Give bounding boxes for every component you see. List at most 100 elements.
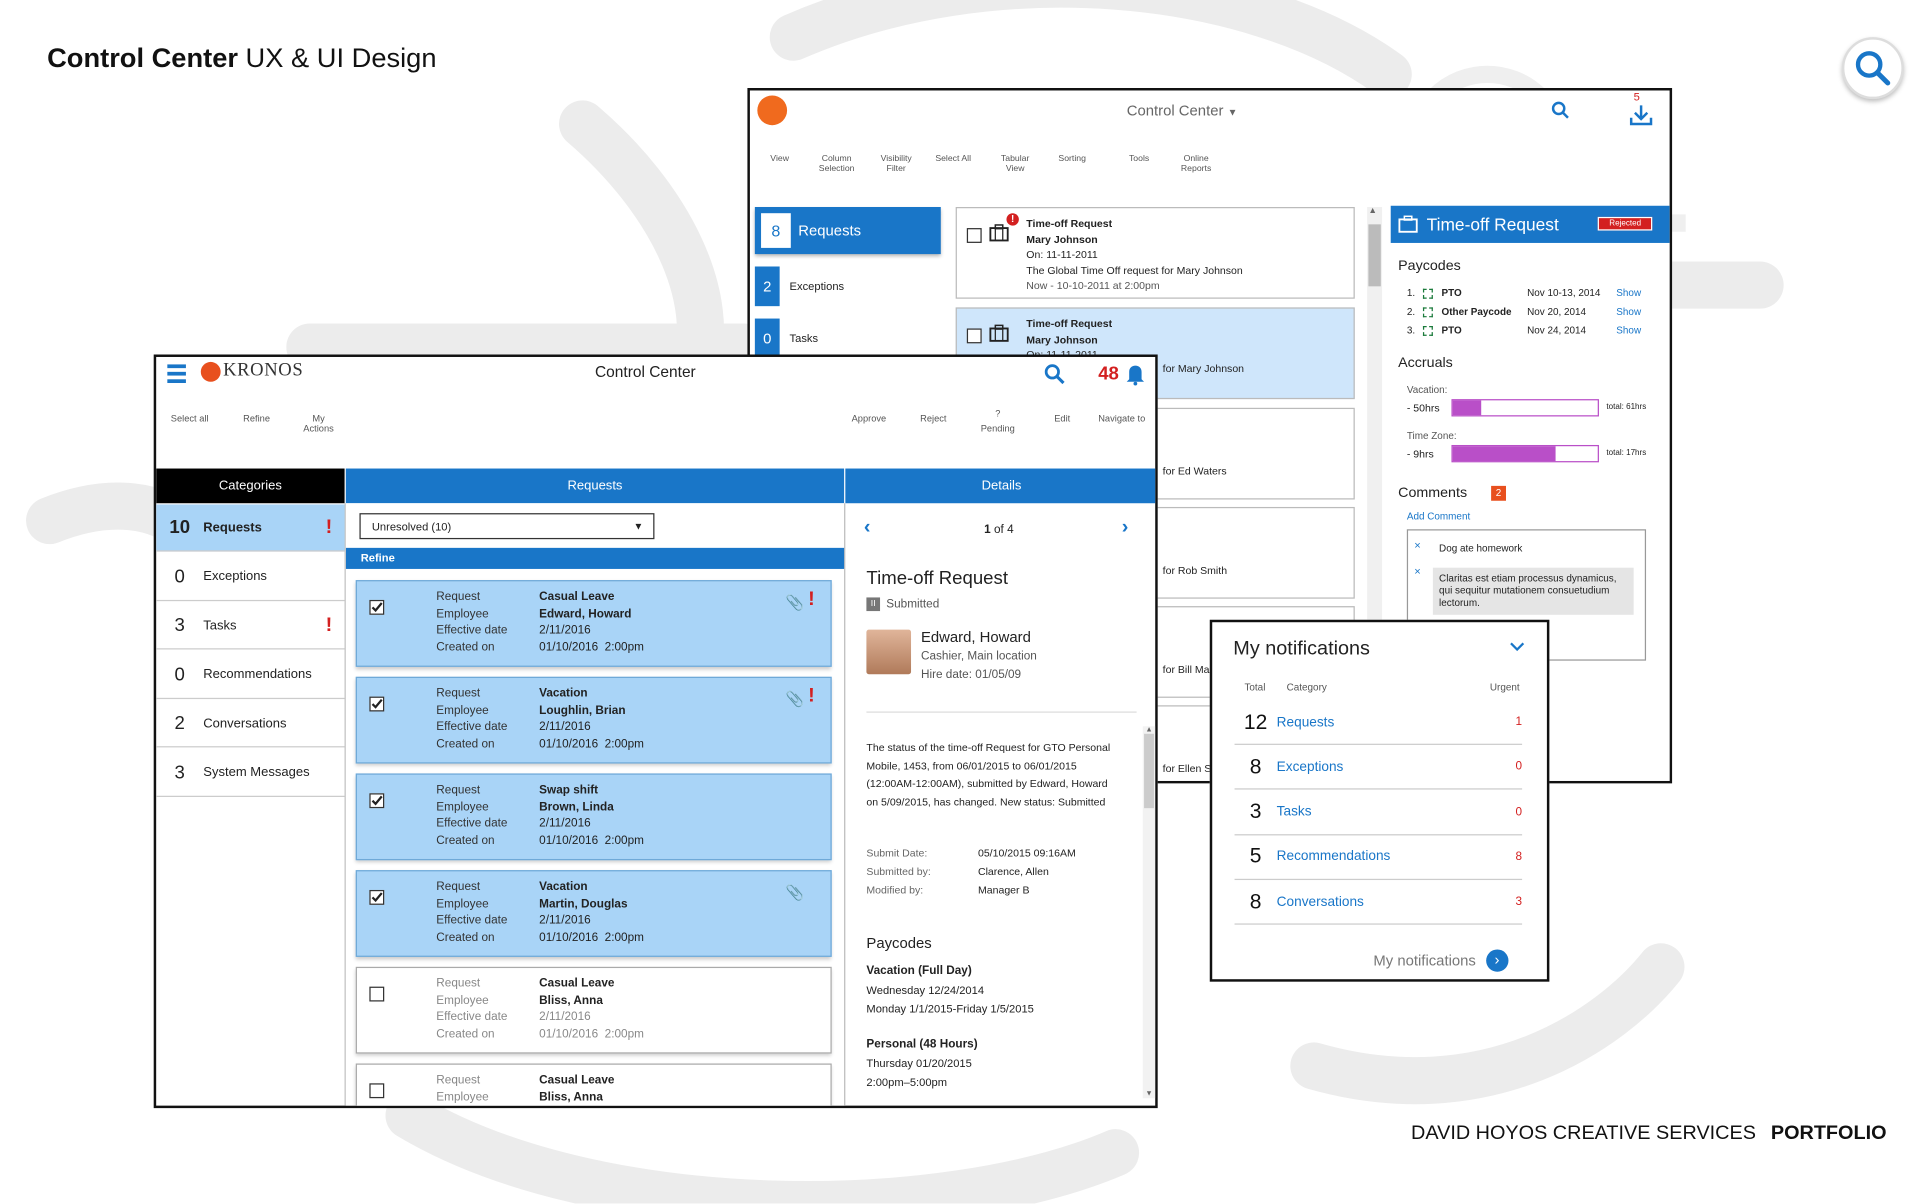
toolbar-label: View — [770, 154, 789, 164]
scrollbar[interactable]: ▲ — [1367, 206, 1383, 629]
category-item[interactable]: 0 Exceptions — [156, 553, 345, 601]
request-checkbox[interactable] — [369, 986, 385, 1002]
category-item[interactable]: 0 Recommendations — [156, 651, 345, 699]
pending-button[interactable]: ? Pending — [969, 408, 1026, 434]
prev-icon[interactable]: ‹ — [863, 516, 871, 538]
request-checkbox[interactable] — [369, 889, 385, 905]
request-checkbox[interactable] — [369, 793, 385, 809]
request-card[interactable]: Request Employee Effective date Created on S… — [355, 773, 832, 861]
request-checkbox[interactable] — [369, 696, 385, 712]
request-checkbox[interactable] — [369, 1083, 385, 1099]
item-checkbox[interactable] — [966, 228, 982, 243]
toolbar-label: Tools — [1128, 154, 1150, 164]
kronos-logo: KRONOS — [200, 361, 303, 382]
category-label: Tasks — [789, 332, 819, 345]
notification-row[interactable]: 5 Recommendations 8 — [1234, 835, 1523, 880]
approve-button[interactable]: Approve — [840, 409, 897, 424]
show-link[interactable]: Show — [1616, 306, 1642, 318]
reject-button[interactable]: Reject — [905, 409, 962, 424]
item-checkbox[interactable] — [966, 328, 982, 344]
field-label: Request — [436, 590, 481, 604]
filter-select[interactable]: Unresolved (10) ▼ — [359, 513, 655, 540]
scrollbar[interactable]: ▲ ▼ — [1142, 726, 1156, 1099]
pause-icon: II — [866, 597, 881, 612]
urgent-icon: ! — [808, 685, 815, 707]
navigate-button[interactable]: Navigate to — [1093, 409, 1150, 424]
notification-urgent: 1 — [1515, 715, 1523, 729]
view-button[interactable]: View — [752, 150, 807, 165]
accruals-heading: Accruals — [1398, 355, 1453, 371]
category-requests[interactable]: 8 Requests — [754, 206, 941, 255]
arrow-right-icon: › — [1485, 949, 1509, 972]
my-actions-button[interactable]: My Actions — [293, 409, 345, 434]
refine-button[interactable]: Refine — [231, 409, 283, 424]
next-icon[interactable]: › — [1121, 516, 1129, 538]
show-link[interactable]: Show — [1616, 324, 1642, 336]
scrollbar-thumb[interactable] — [1368, 224, 1381, 287]
online-reports-button[interactable]: Online Reports — [1169, 150, 1224, 175]
notification-row[interactable]: 12 Requests 1 — [1234, 700, 1523, 745]
attachment-icon: 📎 — [785, 593, 805, 612]
edit-button[interactable]: Edit — [1034, 409, 1091, 424]
notification-urgent: 3 — [1515, 895, 1523, 909]
request-card[interactable]: Request Employee Effective date Created on V… — [355, 676, 832, 764]
tabular-view-button[interactable]: Tabular View — [988, 150, 1043, 175]
notification-row[interactable]: 8 Exceptions 0 — [1234, 745, 1523, 790]
list-item[interactable]: ! Time-off Request Mary Johnson On: 11-1… — [955, 206, 1355, 299]
category-exceptions[interactable]: 2 Exceptions — [754, 264, 941, 309]
search-icon[interactable] — [1044, 363, 1066, 385]
category-tasks[interactable]: 0 Tasks — [754, 316, 941, 361]
paycode-line: 2:00pm–5:00pm — [866, 1075, 948, 1089]
visibility-filter-button[interactable]: Visibility Filter — [869, 150, 924, 175]
delete-comment-icon[interactable]: × — [1414, 565, 1421, 578]
item-name: Mary Johnson — [1026, 332, 1098, 346]
notifications-footer-link[interactable]: My notifications › — [1373, 949, 1509, 972]
request-employee: Bliss, Anna — [539, 993, 603, 1008]
request-card[interactable]: Request Employee Effective date Created on V… — [355, 870, 832, 957]
col-urgent: Urgent — [1489, 681, 1520, 693]
paycode-date: Nov 24, 2014 — [1527, 324, 1587, 336]
logo-mark — [200, 361, 221, 382]
category-item[interactable]: 3 System Messages — [156, 749, 345, 797]
tools-button[interactable]: Tools — [1112, 150, 1167, 165]
item-description: for Ellen S — [1162, 762, 1212, 775]
detail-panel: Time-off Request Rejected Paycodes 1. PTO… — [1390, 205, 1670, 781]
requests-header: Requests — [345, 468, 845, 504]
category-item[interactable]: 2 Conversations — [156, 700, 345, 748]
delete-comment-icon[interactable]: × — [1414, 539, 1421, 552]
notification-row[interactable]: 3 Tasks 0 — [1234, 790, 1523, 835]
column-selection-button[interactable]: Column Selection — [809, 150, 864, 175]
select-all-button[interactable]: Select all — [164, 409, 216, 424]
request-card[interactable]: Request Employee Effective date Created on C… — [355, 966, 832, 1054]
request-field-values: Casual Leave Bliss, Anna — [539, 1072, 614, 1105]
request-card[interactable]: Request Employee Effective date Created on C… — [355, 580, 832, 667]
search-icon[interactable] — [1551, 100, 1571, 120]
category-item[interactable]: 3 Tasks! — [156, 602, 345, 650]
request-field-values: Vacation Martin, Douglas 2/11/2016 01/10/20… — [539, 879, 644, 946]
refine-bar[interactable]: Refine — [345, 547, 845, 569]
item-description: for Ed Waters — [1162, 464, 1227, 478]
paycode-name: PTO — [1441, 287, 1462, 299]
sorting-button[interactable]: Sorting — [1045, 150, 1100, 165]
field-label: Effective date — [436, 1010, 508, 1024]
request-card[interactable]: Request Employee Casual Leave Bliss, Anna — [355, 1063, 832, 1106]
request-checkbox[interactable] — [369, 599, 385, 615]
show-link[interactable]: Show — [1616, 287, 1642, 299]
search-button[interactable] — [1841, 37, 1904, 100]
chevron-down-icon[interactable] — [1510, 641, 1525, 653]
request-effective-date: 2/11/2016 — [539, 623, 591, 638]
paycode-box-icon — [1422, 325, 1433, 336]
notification-row[interactable]: 8 Conversations 3 — [1234, 880, 1523, 925]
add-comment-link[interactable]: Add Comment — [1406, 510, 1471, 522]
paycodes-heading: Paycodes — [866, 934, 932, 952]
details-panel: ‹ 1 of 4 › Time-off Request II Submitted… — [845, 503, 1156, 1105]
notification-category: Tasks — [1276, 804, 1312, 820]
select-all-button[interactable]: Select All — [926, 150, 981, 165]
window-title[interactable]: Control Center ▼ — [1126, 101, 1238, 119]
download-icon[interactable] — [1629, 104, 1654, 126]
scrollbar-thumb[interactable] — [1144, 733, 1154, 809]
category-item[interactable]: 10 Requests! — [156, 504, 345, 552]
menu-icon[interactable] — [167, 364, 186, 383]
bell-icon[interactable] — [1125, 363, 1145, 386]
